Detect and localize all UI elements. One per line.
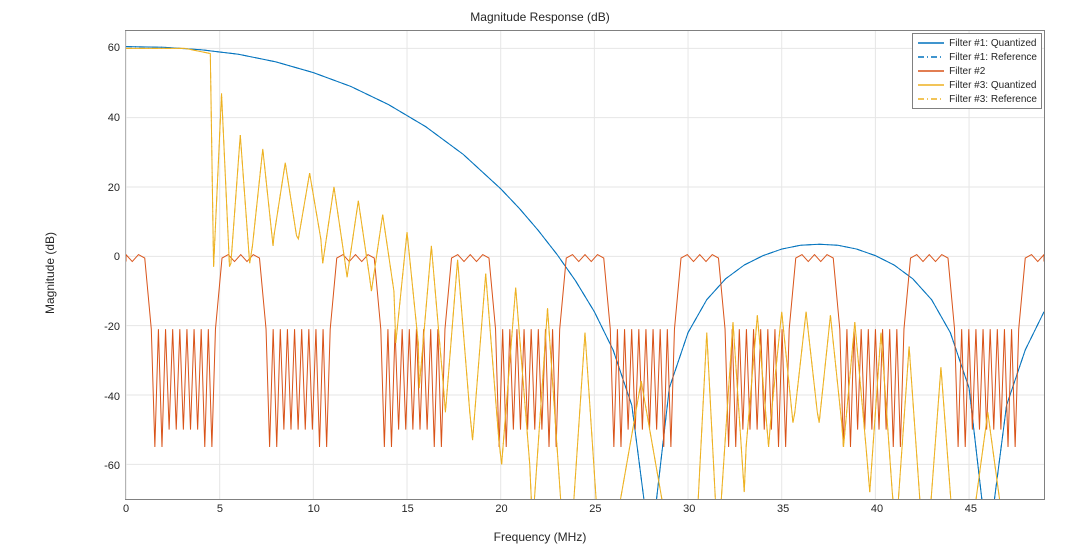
- legend-entry: Filter #2: [917, 64, 1037, 78]
- legend-entry: Filter #3: Reference: [917, 92, 1037, 106]
- legend-entry: Filter #1: Quantized: [917, 36, 1037, 50]
- y-tick-label: 0: [114, 251, 120, 263]
- legend-label: Filter #3: Quantized: [949, 80, 1036, 91]
- chart-title: Magnitude Response (dB): [0, 10, 1080, 24]
- y-tick-label: -20: [104, 321, 120, 333]
- plot-area: [126, 31, 1044, 499]
- legend: Filter #1: Quantized Filter #1: Reference…: [912, 33, 1042, 109]
- legend-entry: Filter #1: Reference: [917, 50, 1037, 64]
- y-tick-label: -60: [104, 460, 120, 472]
- legend-label: Filter #1: Quantized: [949, 38, 1036, 49]
- legend-label: Filter #3: Reference: [949, 94, 1037, 105]
- x-tick-label: 35: [777, 503, 789, 515]
- chart-axes: Filter #1: Quantized Filter #1: Reference…: [125, 30, 1045, 500]
- legend-swatch: [917, 37, 945, 49]
- legend-swatch: [917, 51, 945, 63]
- x-tick-label: 15: [402, 503, 414, 515]
- legend-swatch: [917, 65, 945, 77]
- legend-swatch: [917, 93, 945, 105]
- legend-label: Filter #1: Reference: [949, 52, 1037, 63]
- y-axis-label: Magnitude (dB): [43, 232, 57, 314]
- y-tick-label: 60: [108, 42, 120, 54]
- y-tick-label: 40: [108, 112, 120, 124]
- x-tick-label: 20: [495, 503, 507, 515]
- x-tick-label: 25: [589, 503, 601, 515]
- x-tick-label: 40: [871, 503, 883, 515]
- figure: Magnitude Response (dB) Magnitude (dB) F…: [0, 0, 1080, 546]
- x-tick-label: 0: [123, 503, 129, 515]
- legend-swatch: [917, 79, 945, 91]
- x-tick-label: 45: [965, 503, 977, 515]
- legend-label: Filter #2: [949, 66, 985, 77]
- x-tick-label: 30: [683, 503, 695, 515]
- x-tick-label: 10: [308, 503, 320, 515]
- x-axis-label: Frequency (MHz): [0, 530, 1080, 544]
- y-tick-label: 20: [108, 182, 120, 194]
- x-tick-label: 5: [217, 503, 223, 515]
- legend-entry: Filter #3: Quantized: [917, 78, 1037, 92]
- y-tick-label: -40: [104, 391, 120, 403]
